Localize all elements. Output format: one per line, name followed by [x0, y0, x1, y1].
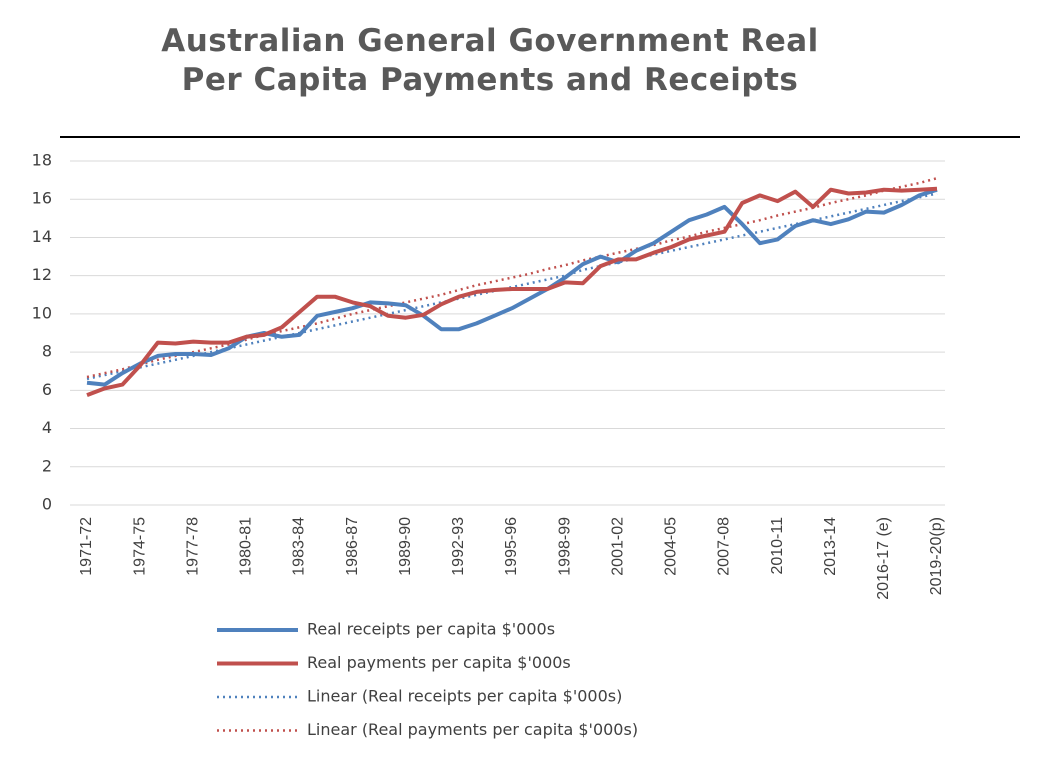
x-tick-label: 1983-84: [291, 517, 308, 576]
x-tick-label: 1980-81: [238, 517, 255, 576]
x-tick-label: 2004-05: [663, 517, 680, 576]
y-tick-label: 14: [32, 227, 52, 246]
x-tick-label: 1986-87: [344, 517, 361, 576]
x-tick-label: 1989-90: [397, 517, 414, 576]
chart-title: Australian General Government Real Per C…: [161, 23, 819, 98]
series-line: [86, 187, 938, 387]
y-tick-label: 10: [32, 303, 52, 322]
y-tick-label: 12: [32, 265, 52, 284]
y-tick-label: 8: [42, 342, 52, 361]
x-tick-label: 2019-20(p): [928, 517, 945, 595]
y-tick-label: 16: [32, 189, 52, 208]
x-tick-label: 2013-14: [822, 517, 839, 576]
y-tick-label: 4: [42, 418, 52, 437]
x-tick-label: 2001-02: [609, 517, 626, 576]
legend-label: Real payments per capita $'000s: [307, 653, 571, 672]
x-tick-label: 2010-11: [769, 517, 786, 575]
x-tick-label: 1995-96: [503, 517, 520, 576]
legend-label: Real receipts per capita $'000s: [307, 620, 555, 639]
x-tick-label: 1998-99: [556, 517, 573, 576]
legend-label: Linear (Real payments per capita $'000s): [307, 720, 638, 739]
x-tick-label: 1974-75: [131, 517, 148, 576]
x-tick-label: 1977-78: [184, 517, 201, 576]
x-tick-label: 1992-93: [450, 517, 467, 576]
x-tick-label: 2016-17 (e): [875, 517, 892, 600]
legend-label: Linear (Real receipts per capita $'000s): [307, 687, 622, 706]
x-tick-label: 1971-72: [78, 517, 95, 576]
y-tick-label: 2: [42, 456, 52, 475]
trend-line: [86, 176, 938, 379]
y-tick-label: 18: [32, 151, 52, 170]
series-line: [86, 186, 938, 397]
y-tick-label: 6: [42, 380, 52, 399]
y-tick-label: 0: [42, 495, 52, 514]
x-tick-label: 2007-08: [716, 517, 733, 576]
